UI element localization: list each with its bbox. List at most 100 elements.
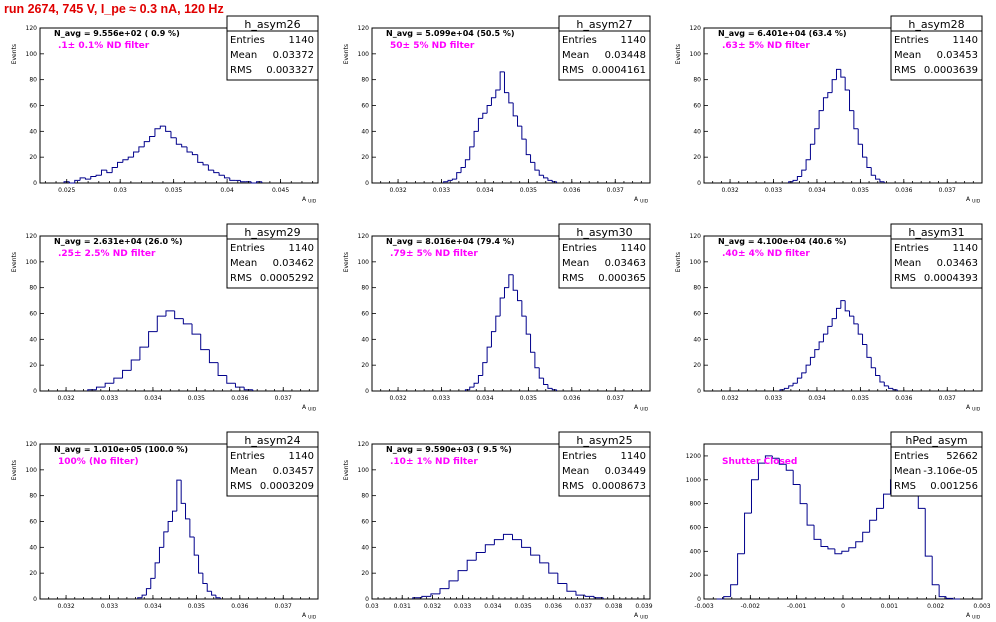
- histogram-panel-h_asym26: 0.025 0.03 0.035 0.04 0.045 0 20 40 60 80 100 120 Ev…: [11, 15, 319, 205]
- stats-label: Entries: [562, 451, 597, 462]
- stats-label: RMS: [894, 273, 916, 284]
- navg-label: N_avg = 6.401e+04 (63.4 %): [718, 29, 847, 38]
- histogram-series: [779, 300, 898, 391]
- navg-label: N_avg = 5.099e+04 (50.5 %): [386, 29, 515, 38]
- x-tick-label: 0.032: [424, 603, 441, 610]
- histogram-bin: [879, 179, 885, 183]
- x-tick-label: 0.033: [101, 603, 118, 610]
- x-tick-label: 0.033: [765, 187, 782, 194]
- histogram-bin: [831, 318, 837, 327]
- y-axis-title: Events: [675, 252, 682, 272]
- histogram-bin: [788, 181, 794, 183]
- y-tick-label: 100: [358, 467, 370, 474]
- histogram-panel-h_asym27: 0.032 0.033 0.034 0.035 0.036 0.037 0 20 40 60 80 1…: [343, 15, 651, 205]
- stats-box: h_asym26 Entries 1140 Mean 0.03372 RMS 0.00332…: [226, 15, 319, 81]
- histogram-bin: [469, 146, 475, 160]
- histogram-bin: [74, 179, 81, 183]
- histogram-bin: [517, 115, 522, 127]
- histogram-bin: [857, 128, 863, 145]
- y-tick-label: 80: [693, 285, 701, 292]
- y-tick-label: 100: [690, 259, 702, 266]
- stats-value: 0.03457: [273, 466, 314, 477]
- y-tick-label: 20: [29, 570, 37, 577]
- stats-value: 0.0004161: [592, 65, 646, 76]
- y-tick-label: 20: [29, 154, 37, 161]
- y-tick-label: 800: [690, 501, 702, 508]
- x-axis-subscript: UID: [640, 199, 649, 205]
- stats-value: 0.0005292: [260, 273, 314, 284]
- histogram-bin: [215, 595, 221, 599]
- histogram-bin: [469, 386, 475, 390]
- histogram-bin: [538, 170, 544, 176]
- histogram-bin: [439, 588, 450, 594]
- x-tick-label: 0.034: [144, 395, 161, 402]
- histogram-bin: [493, 539, 504, 545]
- histogram-bin: [806, 503, 815, 526]
- y-tick-label: 120: [358, 441, 370, 448]
- histogram-bin: [508, 274, 514, 288]
- stats-value: 0.03463: [605, 258, 646, 269]
- histogram-bin: [490, 97, 496, 106]
- y-tick-label: 120: [26, 25, 38, 32]
- histogram-bin: [792, 382, 798, 386]
- histogram-bin: [139, 346, 149, 360]
- x-tick-label: 0.037: [275, 603, 292, 610]
- histogram-bin: [158, 546, 164, 563]
- x-axis-title: A UID: [966, 404, 981, 413]
- histogram-bin: [521, 126, 527, 140]
- histogram-bin: [130, 359, 140, 371]
- y-tick-label: 40: [29, 544, 37, 551]
- histogram-bin: [844, 77, 850, 91]
- histogram-bin: [857, 323, 863, 335]
- histogram-panel-h_asym24: 0.032 0.033 0.034 0.035 0.036 0.037 0 20 40 60 80 1…: [11, 431, 319, 621]
- stats-box-frame: [558, 15, 651, 81]
- y-tick-label: 0: [697, 388, 701, 395]
- histogram-bin: [525, 139, 531, 156]
- histogram-bin: [503, 71, 509, 94]
- stats-box-frame: [558, 431, 651, 497]
- stats-label: Entries: [230, 451, 265, 462]
- histogram-bin: [869, 519, 877, 533]
- histogram-name: h_asym30: [576, 226, 632, 239]
- x-tick-label: 0.031: [394, 603, 411, 610]
- stats-label: Mean: [230, 50, 257, 61]
- x-tick-label: 0.03: [114, 187, 128, 194]
- x-tick-label: 0.035: [188, 395, 205, 402]
- histogram-bin: [512, 102, 518, 117]
- histogram-bin: [875, 175, 880, 180]
- y-tick-label: 80: [361, 285, 369, 292]
- x-axis-subscript: UID: [308, 615, 317, 621]
- x-tick-label: 0.035: [852, 187, 869, 194]
- histogram-bin: [104, 382, 114, 388]
- x-tick-label: 0.033: [101, 395, 118, 402]
- histogram-bin: [813, 525, 821, 540]
- histogram-bin: [486, 346, 492, 363]
- x-tick-label: 0.045: [272, 187, 289, 194]
- x-axis-title: A UID: [302, 196, 317, 205]
- histogram-bin: [145, 588, 151, 596]
- histogram-bin: [551, 388, 557, 391]
- stats-value: 0.0004393: [924, 273, 978, 284]
- x-tick-label: 0.036: [895, 395, 912, 402]
- stats-label: RMS: [562, 481, 584, 492]
- stats-value: -3.106e-05: [923, 466, 978, 477]
- histogram-bin: [202, 573, 208, 584]
- histogram-bin: [892, 388, 898, 391]
- histogram-bin: [849, 310, 854, 317]
- histogram-bin: [250, 181, 257, 184]
- histogram-bin: [862, 531, 870, 542]
- x-tick-label: -0.003: [694, 603, 714, 610]
- histogram-panel-h_asym25: 0.03 0.031 0.032 0.033 0.034 0.035 0.036 0.037 0…: [343, 431, 653, 621]
- histogram-bin: [202, 162, 209, 166]
- x-axis-subscript: UID: [972, 407, 981, 413]
- histogram-bin: [502, 533, 513, 540]
- x-tick-label: 0.032: [721, 395, 738, 402]
- histogram-bin: [931, 556, 940, 586]
- histogram-bin: [87, 389, 97, 391]
- stats-value: 1140: [621, 35, 646, 46]
- histogram-bin: [186, 146, 193, 153]
- x-tick-label: 0.037: [939, 395, 956, 402]
- y-tick-label: 80: [29, 77, 37, 84]
- y-tick-label: 80: [693, 77, 701, 84]
- histogram-bin: [100, 169, 107, 176]
